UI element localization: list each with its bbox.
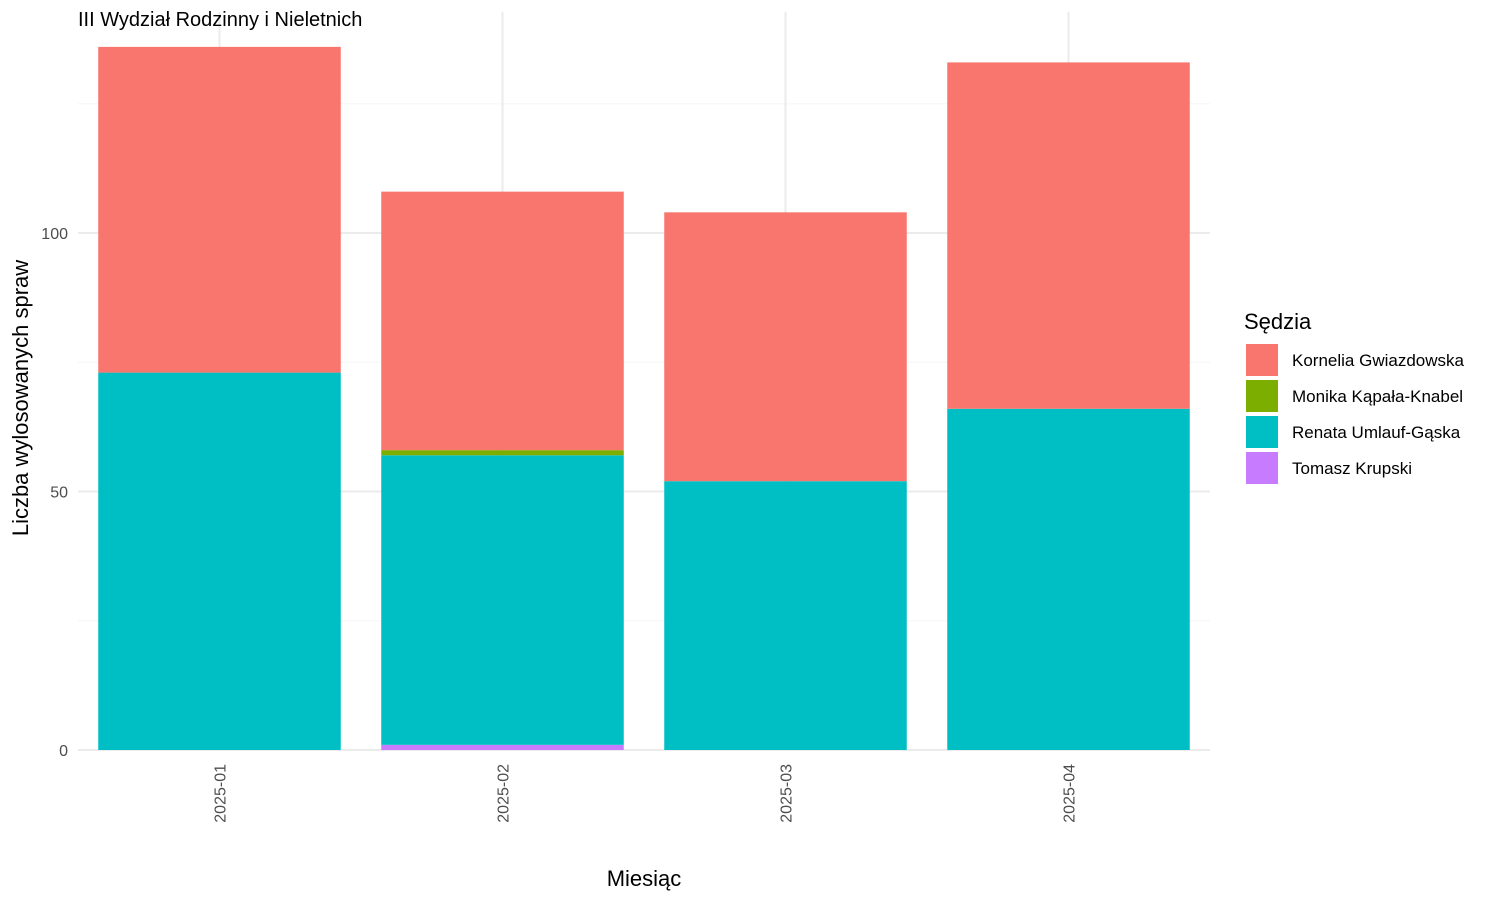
legend-key [1246, 380, 1278, 412]
legend-key [1246, 344, 1278, 376]
legend-label: Tomasz Krupski [1292, 459, 1412, 478]
legend: Sędzia Kornelia Gwiazdowska Monika Kąpała… [1244, 309, 1465, 484]
legend-key [1246, 416, 1278, 448]
bar-segment [98, 372, 341, 750]
x-tick-label: 2025-01 [213, 764, 230, 823]
y-tick-label: 50 [50, 485, 68, 502]
legend-key [1246, 452, 1278, 484]
legend-title: Sędzia [1244, 309, 1312, 334]
bar-segment [947, 408, 1190, 750]
bar-segment [381, 744, 624, 750]
x-axis-title: Miesiąc [607, 866, 682, 891]
legend-label: Renata Umlauf-Gąska [1292, 423, 1461, 442]
y-axis-ticks: 0 50 100 [41, 226, 68, 760]
y-tick-label: 100 [41, 226, 68, 243]
bar-segment [381, 191, 624, 451]
legend-label: Monika Kąpała-Knabel [1292, 387, 1463, 406]
x-axis-ticks: 2025-01 2025-02 2025-03 2025-04 [213, 764, 1079, 823]
chart-title: III Wydział Rodzinny i Nieletnich [78, 9, 362, 31]
bar-segment [664, 212, 907, 482]
bar-segment [381, 450, 624, 456]
x-tick-label: 2025-04 [1062, 764, 1079, 823]
bars [98, 46, 1190, 750]
x-tick-label: 2025-02 [496, 764, 513, 823]
bar-segment [381, 455, 624, 745]
legend-label: Kornelia Gwiazdowska [1292, 351, 1465, 370]
bar-segment [98, 46, 341, 373]
x-tick-label: 2025-03 [779, 764, 796, 823]
bar-segment [664, 481, 907, 750]
bar-segment [947, 62, 1190, 409]
y-axis-title: Liczba wylosowanych spraw [8, 260, 33, 536]
y-tick-label: 0 [59, 743, 68, 760]
